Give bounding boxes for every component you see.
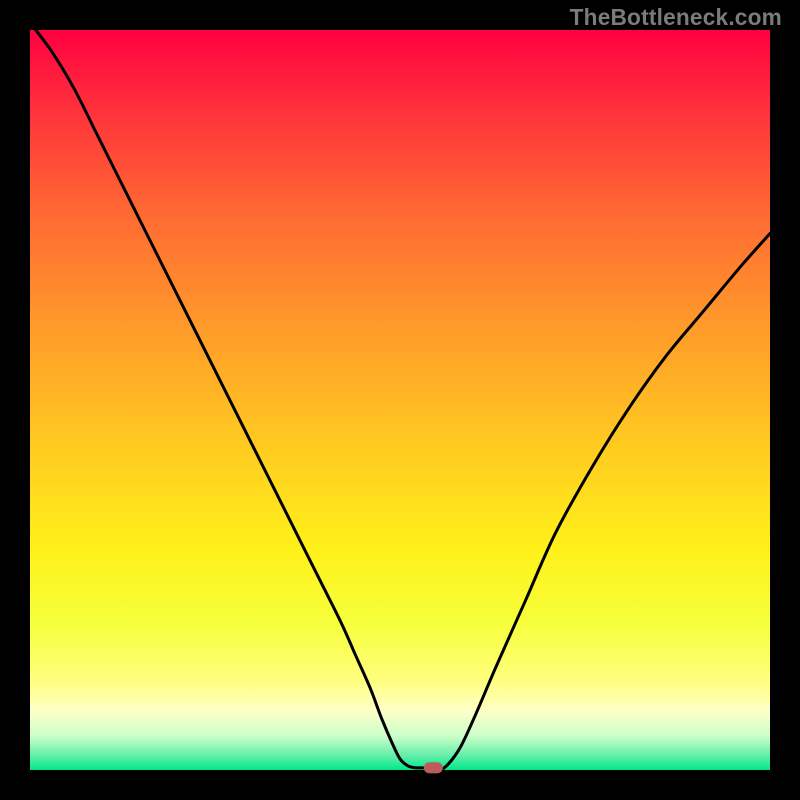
optimum-marker bbox=[424, 762, 443, 773]
plot-background bbox=[30, 30, 770, 770]
watermark-text: TheBottleneck.com bbox=[570, 4, 782, 31]
chart-frame: TheBottleneck.com bbox=[0, 0, 800, 800]
bottleneck-chart bbox=[0, 0, 800, 800]
